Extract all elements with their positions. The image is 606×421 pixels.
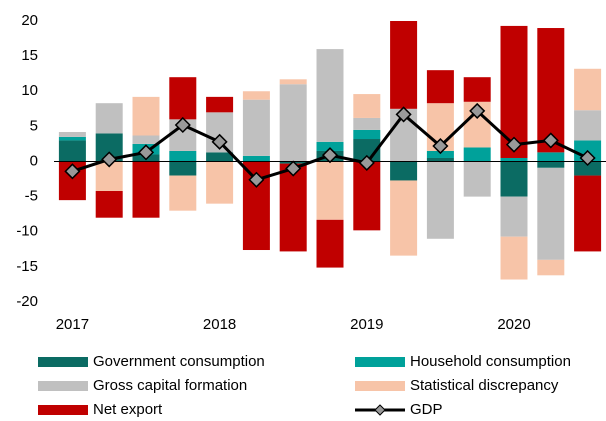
bar-segment bbox=[242, 99, 270, 156]
bar-segment bbox=[206, 161, 234, 204]
legend-label: Net export bbox=[93, 401, 163, 418]
y-tick-label: -5 bbox=[25, 188, 38, 205]
y-tick-label: -15 bbox=[16, 258, 38, 275]
bar-segment bbox=[537, 167, 565, 260]
bar-segment bbox=[169, 77, 197, 120]
bar-segment bbox=[574, 110, 602, 141]
legend-label: Gross capital formation bbox=[93, 377, 247, 394]
bar-segment bbox=[169, 175, 197, 211]
bar-segment bbox=[353, 129, 381, 140]
bar-segment bbox=[279, 163, 307, 252]
legend-label: Government consumption bbox=[93, 353, 265, 370]
y-tick-label: 0 bbox=[30, 152, 38, 169]
bar-segment bbox=[169, 161, 197, 176]
bar-segment bbox=[132, 135, 160, 144]
legend-label: GDP bbox=[410, 401, 443, 418]
bar-segment bbox=[537, 161, 565, 168]
legend-swatch bbox=[38, 405, 88, 415]
bar-segment bbox=[463, 161, 491, 197]
x-tick-label: 2017 bbox=[56, 316, 89, 333]
bar-segment bbox=[58, 131, 86, 137]
bar-segment bbox=[463, 147, 491, 162]
bar-segment bbox=[279, 79, 307, 85]
bar-segment bbox=[132, 161, 160, 218]
bar-segment bbox=[574, 161, 602, 176]
gdp-marker bbox=[137, 144, 155, 161]
bar-segment bbox=[132, 96, 160, 136]
bar-segment bbox=[58, 136, 86, 141]
y-tick-label: 20 bbox=[21, 12, 38, 29]
bar-segment bbox=[574, 68, 602, 111]
bar-segment bbox=[316, 141, 344, 151]
y-tick-label: 15 bbox=[21, 47, 38, 64]
gdp-marker bbox=[469, 102, 486, 119]
y-tick-label: 10 bbox=[21, 82, 38, 99]
gdp-marker bbox=[285, 160, 302, 177]
legend-swatch bbox=[355, 357, 405, 367]
bar-segment bbox=[390, 21, 418, 109]
bar-segment bbox=[316, 219, 344, 268]
legend-marker bbox=[374, 404, 386, 416]
bar-segment bbox=[58, 140, 86, 162]
bar-segment bbox=[574, 175, 602, 252]
bar-segment bbox=[279, 84, 307, 162]
y-tick-label: -20 bbox=[16, 293, 38, 310]
bar-segment bbox=[500, 161, 528, 197]
legend-label: Statistical discrepancy bbox=[410, 377, 559, 394]
legend-swatch bbox=[38, 357, 88, 367]
bar-segment bbox=[390, 161, 418, 181]
gdp-marker bbox=[505, 136, 523, 153]
bar-segment bbox=[316, 161, 344, 220]
x-tick-label: 2018 bbox=[203, 316, 236, 333]
gdp-marker bbox=[174, 116, 191, 134]
gdp-marker bbox=[395, 106, 412, 123]
bar-segment bbox=[95, 191, 123, 218]
legend-swatch bbox=[38, 381, 88, 391]
bar-segment bbox=[353, 161, 381, 231]
y-tick-label: 5 bbox=[30, 117, 38, 134]
bar-segment bbox=[463, 77, 491, 102]
bar-segment bbox=[206, 96, 234, 113]
bar-segment bbox=[426, 161, 454, 239]
gdp-marker bbox=[211, 133, 228, 150]
bar-segment bbox=[537, 259, 565, 276]
x-tick-label: 2019 bbox=[350, 316, 383, 333]
bar-segment bbox=[390, 180, 418, 256]
bar-segment bbox=[500, 157, 528, 162]
bar-segment bbox=[500, 196, 528, 237]
bar-segment bbox=[242, 155, 270, 162]
bar-segment bbox=[316, 49, 344, 142]
bar-segment bbox=[95, 103, 123, 134]
gdp-marker bbox=[101, 151, 118, 168]
y-tick-label: -10 bbox=[16, 223, 38, 240]
x-tick-label: 2020 bbox=[497, 316, 530, 333]
gdp-marker bbox=[358, 154, 375, 171]
bar-segment bbox=[500, 236, 528, 280]
bar-segment bbox=[353, 94, 381, 118]
gdp-marker bbox=[248, 171, 265, 188]
gdp-marker bbox=[579, 149, 596, 167]
gdp-marker bbox=[432, 137, 449, 155]
bar-segment bbox=[169, 150, 197, 162]
bar-segment bbox=[426, 150, 454, 158]
bar-segment bbox=[353, 117, 381, 130]
gdp-marker bbox=[321, 147, 339, 164]
bar-segment bbox=[206, 152, 234, 162]
bar-segment bbox=[426, 70, 454, 104]
legend-label: Household consumption bbox=[410, 353, 571, 370]
bar-segment bbox=[537, 28, 565, 153]
bar-segment bbox=[242, 91, 270, 100]
gdp-marker bbox=[542, 132, 559, 149]
legend-swatch bbox=[355, 381, 405, 391]
gdp-marker bbox=[64, 163, 81, 180]
bar-segment bbox=[537, 152, 565, 162]
bar-segment bbox=[426, 157, 454, 162]
